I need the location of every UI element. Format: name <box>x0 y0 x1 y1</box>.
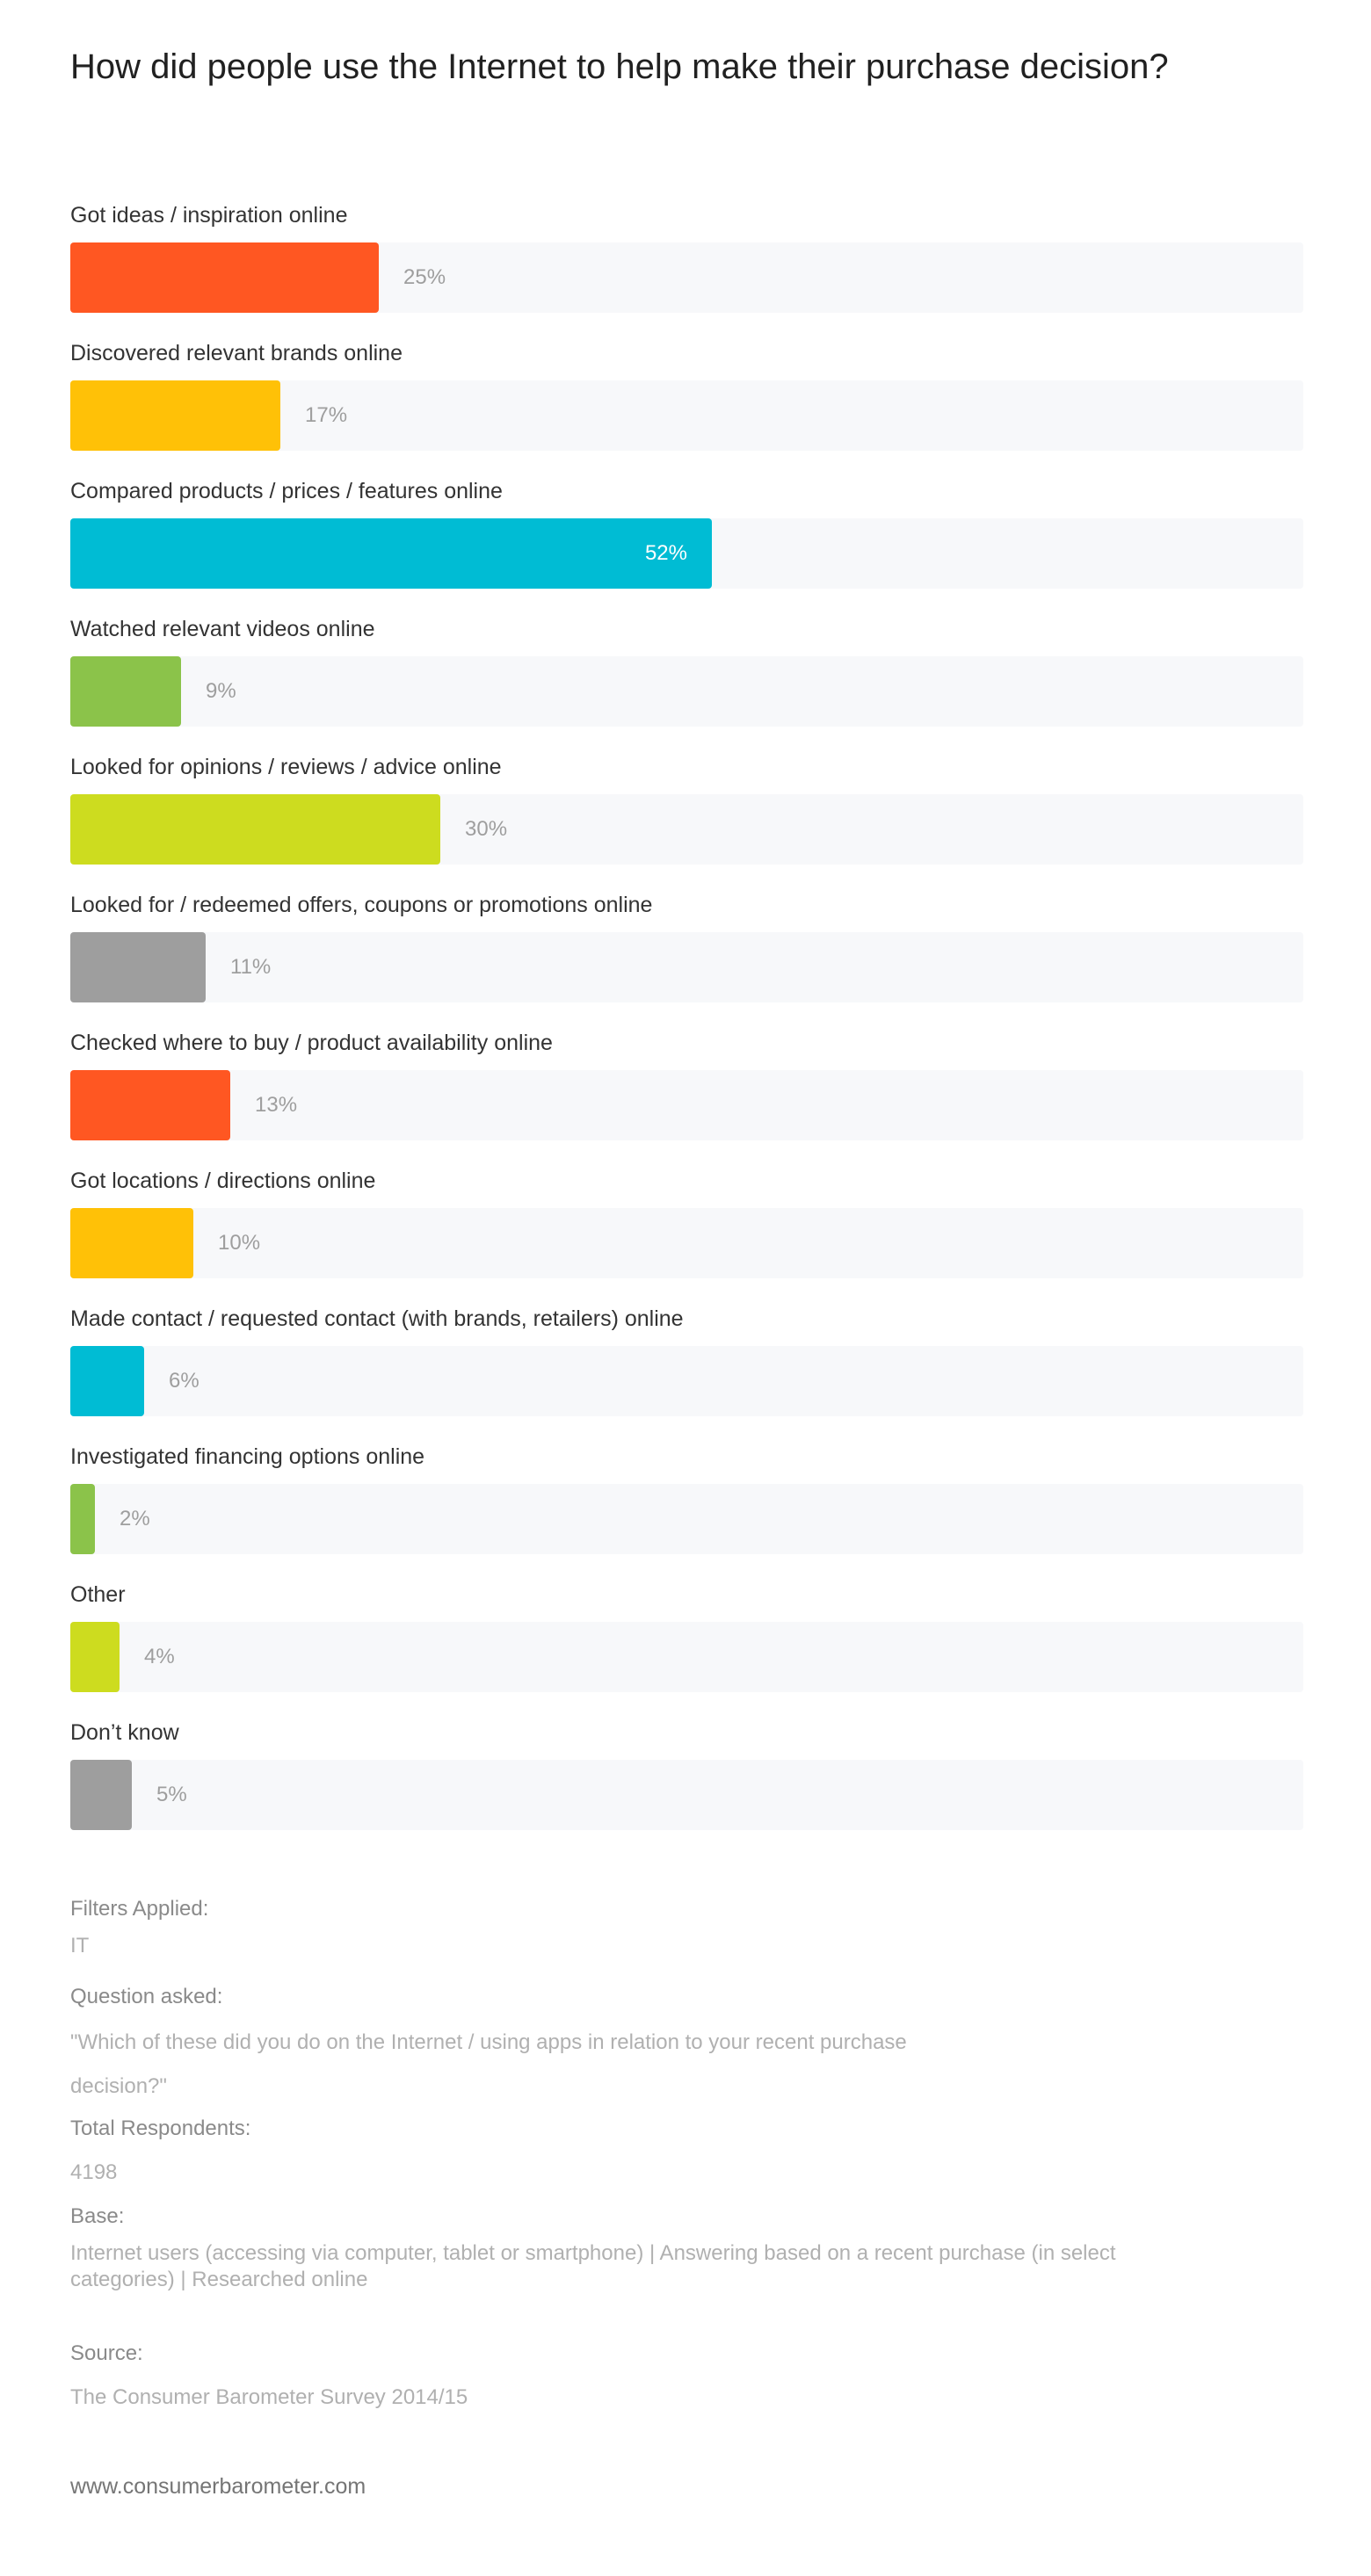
source-label: Source: <box>70 2341 143 2365</box>
base-value: Internet users (accessing via computer, … <box>70 2241 1116 2291</box>
bar-track: 13% <box>70 1070 1303 1140</box>
bar-track: 17% <box>70 380 1303 451</box>
value-label: 52% <box>644 541 687 565</box>
bar-row: Looked for / redeemed offers, coupons or… <box>70 883 1303 1021</box>
category-label: Checked where to buy / product availabil… <box>70 1031 553 1055</box>
category-label: Got locations / directions online <box>70 1169 376 1193</box>
bar <box>70 794 440 865</box>
bar <box>70 1484 95 1554</box>
website-link[interactable]: www.consumerbarometer.com <box>70 2474 366 2499</box>
bar <box>70 1622 120 1692</box>
bar-row: Got locations / directions online 10% <box>70 1159 1303 1297</box>
bar-track: 2% <box>70 1484 1303 1554</box>
bar-track: 10% <box>70 1208 1303 1278</box>
value-label: 10% <box>218 1231 261 1255</box>
filters-label: Filters Applied: <box>70 1897 209 1921</box>
question-label: Question asked: <box>70 1985 223 2008</box>
category-label: Made contact / requested contact (with b… <box>70 1306 684 1331</box>
value-label: 9% <box>206 679 236 703</box>
bar <box>70 656 181 727</box>
bar <box>70 518 712 589</box>
value-label: 25% <box>403 265 446 289</box>
value-label: 4% <box>144 1645 175 1668</box>
category-label: Looked for / redeemed offers, coupons or… <box>70 893 653 917</box>
source-value: The Consumer Barometer Survey 2014/15 <box>70 2385 468 2409</box>
bar <box>70 1208 193 1278</box>
bar-track: 9% <box>70 656 1303 727</box>
bar-row: Compared products / prices / features on… <box>70 469 1303 607</box>
bar-track: 25% <box>70 242 1303 313</box>
category-label: Looked for opinions / reviews / advice o… <box>70 755 502 779</box>
bar-row: Don’t know 5% <box>70 1711 1303 1849</box>
bar-track: 5% <box>70 1760 1303 1830</box>
filters-value: IT <box>70 1934 90 1957</box>
bar <box>70 380 280 451</box>
category-label: Don’t know <box>70 1720 179 1745</box>
base-label: Base: <box>70 2204 125 2228</box>
bar-row: Checked where to buy / product availabil… <box>70 1021 1303 1159</box>
bar-track: 6% <box>70 1346 1303 1416</box>
bar <box>70 1760 132 1830</box>
bar-row: Looked for opinions / reviews / advice o… <box>70 745 1303 883</box>
value-label: 11% <box>230 955 272 979</box>
bar <box>70 242 379 313</box>
category-label: Other <box>70 1582 126 1607</box>
value-label: 30% <box>465 817 508 841</box>
bar-row: Investigated financing options online 2% <box>70 1435 1303 1573</box>
category-label: Got ideas / inspiration online <box>70 203 348 228</box>
value-label: 5% <box>156 1783 187 1806</box>
bar-track: 4% <box>70 1622 1303 1692</box>
bar-row: Watched relevant videos online 9% <box>70 607 1303 745</box>
category-label: Investigated financing options online <box>70 1444 425 1469</box>
category-label: Discovered relevant brands online <box>70 341 403 365</box>
value-label: 2% <box>120 1507 150 1530</box>
value-label: 6% <box>169 1369 199 1393</box>
bar-row: Got ideas / inspiration online 25% <box>70 193 1303 331</box>
category-label: Watched relevant videos online <box>70 617 375 641</box>
respondents-label: Total Respondents: <box>70 2117 251 2140</box>
bar-track: 11% <box>70 932 1303 1002</box>
bar-track: 52% <box>70 518 1303 589</box>
bar <box>70 1070 230 1140</box>
question-value: "Which of these did you do on the Intern… <box>70 2030 907 2098</box>
value-label: 17% <box>305 403 348 427</box>
category-label: Compared products / prices / features on… <box>70 479 503 503</box>
chart-title: How did people use the Internet to help … <box>70 47 1169 86</box>
respondents-value: 4198 <box>70 2160 118 2184</box>
bar-row: Other 4% <box>70 1573 1303 1711</box>
bar-row: Discovered relevant brands online 17% <box>70 331 1303 469</box>
bar <box>70 932 206 1002</box>
bar <box>70 1346 144 1416</box>
bar-row: Made contact / requested contact (with b… <box>70 1297 1303 1435</box>
bar-track: 30% <box>70 794 1303 865</box>
value-label: 13% <box>255 1093 298 1117</box>
bar-chart: Got ideas / inspiration online 25% Discove… <box>70 193 1303 1849</box>
